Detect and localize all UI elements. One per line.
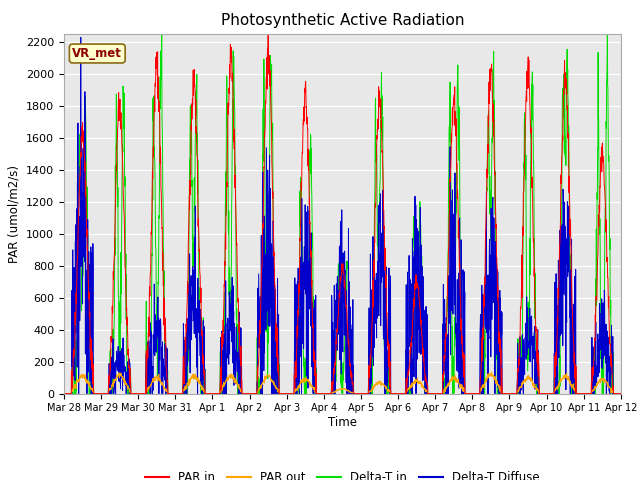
PAR in	[568, 292, 575, 298]
PAR out	[504, 391, 512, 396]
Delta-T Diffuse	[504, 391, 512, 396]
Delta-T Diffuse	[568, 383, 575, 389]
Legend: PAR in, PAR out, Delta-T in, Delta-T Diffuse: PAR in, PAR out, Delta-T in, Delta-T Dif…	[140, 466, 545, 480]
Delta-T Diffuse	[216, 391, 223, 396]
PAR in	[371, 240, 379, 245]
PAR out	[488, 369, 495, 375]
PAR in	[264, 32, 272, 37]
PAR in	[584, 391, 591, 396]
PAR in	[617, 391, 625, 396]
X-axis label: Time: Time	[328, 416, 357, 429]
Y-axis label: PAR (umol/m2/s): PAR (umol/m2/s)	[8, 165, 20, 263]
Delta-T in	[504, 391, 512, 396]
PAR in	[359, 391, 367, 396]
PAR in	[216, 391, 223, 396]
PAR out	[60, 391, 68, 396]
Delta-T in	[358, 391, 366, 396]
Delta-T Diffuse	[584, 391, 591, 396]
Line: Delta-T in: Delta-T in	[64, 26, 621, 394]
Delta-T Diffuse	[359, 391, 367, 396]
Line: PAR in: PAR in	[64, 35, 621, 394]
Delta-T Diffuse	[617, 391, 625, 396]
Line: PAR out: PAR out	[64, 372, 621, 394]
Line: Delta-T Diffuse: Delta-T Diffuse	[64, 37, 621, 394]
PAR out	[584, 391, 591, 396]
Delta-T in	[60, 391, 68, 396]
PAR in	[60, 391, 68, 396]
Delta-T in	[583, 391, 591, 396]
Delta-T in	[371, 204, 378, 209]
Delta-T in	[216, 391, 223, 396]
PAR out	[216, 391, 223, 396]
PAR out	[371, 384, 378, 390]
Delta-T Diffuse	[371, 293, 379, 299]
Delta-T in	[617, 391, 625, 396]
Text: VR_met: VR_met	[72, 47, 122, 60]
PAR out	[358, 391, 366, 396]
Delta-T in	[568, 349, 575, 355]
Delta-T in	[604, 23, 611, 29]
Delta-T Diffuse	[60, 391, 68, 396]
PAR out	[568, 381, 575, 387]
PAR out	[617, 391, 625, 396]
Title: Photosynthetic Active Radiation: Photosynthetic Active Radiation	[221, 13, 464, 28]
PAR in	[504, 391, 512, 396]
Delta-T Diffuse	[77, 35, 84, 40]
